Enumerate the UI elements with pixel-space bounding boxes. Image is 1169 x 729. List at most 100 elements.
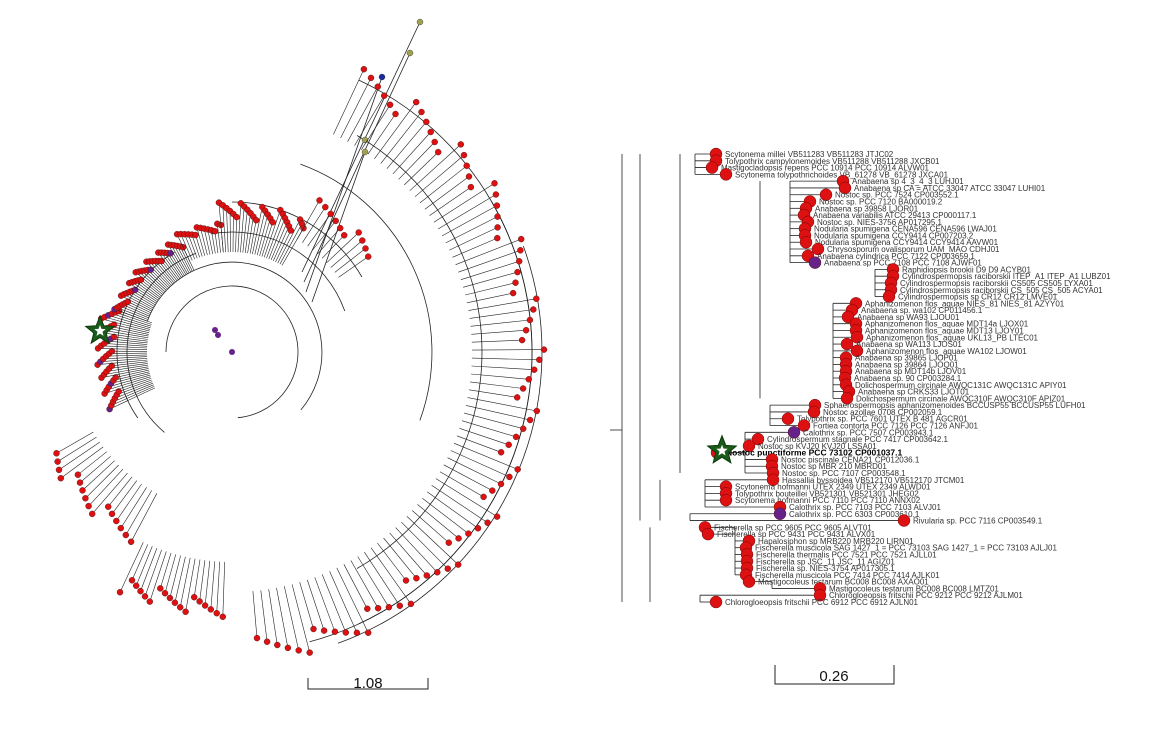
tip-marker: [514, 466, 521, 473]
tip-branch: [210, 561, 216, 610]
taxon-label: Cylindrospermopsis raciborskii ITEP_A1 I…: [902, 272, 1111, 281]
tip-branch: [113, 336, 148, 342]
tip-branch: [465, 405, 531, 421]
tip-marker: [331, 628, 339, 635]
taxon-label: Anabaena sp PCC 7108 PCC 7108 AJWF01: [824, 259, 982, 268]
tip-marker: [378, 73, 386, 81]
tip-branch: [276, 587, 289, 648]
tip-branch: [330, 240, 363, 268]
long-branch: [303, 52, 411, 283]
tip-branch: [138, 271, 164, 294]
tip-marker: [213, 610, 220, 617]
taxon-label: Nostoc sp. PCC 7524 CP003552.1: [835, 191, 959, 200]
tip-branch: [103, 356, 148, 360]
tip-branch: [261, 222, 273, 257]
tip-branch: [107, 340, 148, 345]
internal-branch: [356, 135, 483, 569]
tip-marker: [525, 376, 532, 383]
tip-marker: [310, 625, 317, 633]
taxon-label: Aphanizomenon flos_aquae UKL13_PB LTEC01: [866, 333, 1039, 342]
taxon-label: Nostoc azollae 0708 CP002059.1: [823, 408, 943, 417]
taxon-label: Nostoc sp. NIES-3756 AP017295.1: [817, 218, 943, 227]
tip-branch: [463, 271, 518, 288]
taxon-label: Sphaerospermopsis aphanizomenoides BCCUS…: [824, 401, 1086, 410]
tip-marker: [505, 441, 512, 448]
tip-marker: [108, 362, 116, 369]
tip-marker: [104, 503, 112, 510]
taxon-label: Fortiea contorta PCC 7126 PCC 7126 ANFJ0…: [813, 422, 979, 431]
tip-branch: [184, 234, 195, 260]
tip-marker: [480, 493, 487, 501]
internal-branch: [309, 79, 533, 643]
tip-marker: [53, 450, 60, 457]
tip-branch: [370, 547, 412, 605]
tip-branch: [455, 238, 522, 265]
tip-branch: [256, 214, 269, 256]
tip-branch: [249, 220, 257, 254]
tip-marker: [465, 173, 473, 180]
tip-branch: [229, 210, 231, 253]
tip-marker: [182, 608, 189, 615]
tip-branch: [129, 291, 155, 307]
tip-marker: [484, 519, 491, 526]
tip-branch: [158, 260, 176, 283]
tip-branch: [386, 121, 427, 169]
tip-branch: [101, 368, 149, 378]
tip-marker: [531, 366, 538, 373]
tip-branch: [443, 464, 493, 491]
tip-branch: [144, 549, 162, 597]
tip-branch: [217, 223, 221, 253]
tip-branch: [439, 471, 484, 498]
tip-branch: [109, 363, 148, 369]
tip-marker: [526, 416, 534, 424]
tip-marker: [840, 392, 854, 405]
tip-branch: [161, 260, 178, 281]
tip-marker: [374, 83, 381, 90]
tip-marker: [110, 333, 118, 341]
tip-branch: [82, 460, 115, 491]
taxon-label: Tolypothrix campylonemoides VB511288 VB5…: [725, 157, 940, 166]
taxon-label: Nodularia spumigena CCY9414 CCY9414 AAVW…: [815, 238, 999, 247]
tip-marker: [128, 577, 136, 584]
tip-marker: [113, 517, 120, 525]
tip-branch: [191, 234, 200, 258]
tip-branch: [404, 151, 439, 186]
tip-branch: [357, 556, 390, 608]
tip-branch: [173, 245, 190, 274]
tip-branch: [147, 269, 168, 290]
tip-marker: [497, 449, 505, 456]
tip-branch: [211, 230, 216, 254]
tip-marker: [799, 236, 813, 249]
tip-branch: [103, 366, 149, 375]
left-scale-label: 1.08: [353, 675, 382, 692]
tip-branch: [340, 77, 372, 139]
tip-branch: [453, 442, 518, 470]
tip-branch: [252, 207, 263, 255]
tip-branch: [218, 202, 224, 253]
tip-branch: [170, 253, 185, 276]
tip-marker: [781, 412, 795, 425]
tip-branch: [259, 218, 271, 256]
tip-branch: [132, 281, 159, 301]
tip-marker: [320, 627, 328, 634]
tip-branch: [104, 343, 148, 347]
taxon-label: Cylindrospermopsis raciborskii CS_505 CS…: [900, 286, 1103, 295]
tip-branch: [115, 312, 152, 325]
tip-branch: [456, 435, 502, 453]
tip-marker: [493, 513, 501, 520]
taxon-label: Chrysosporum ovalisporum UAM_MAO CDHJ01: [827, 245, 1000, 254]
tip-branch: [56, 431, 94, 454]
tip-marker: [364, 605, 371, 612]
tip-marker: [460, 151, 468, 159]
tip-branch: [135, 272, 163, 295]
long-branch: [305, 76, 383, 293]
tip-branch: [263, 209, 281, 258]
tip-branch: [164, 252, 182, 278]
tip-branch: [296, 200, 320, 240]
tip-branch: [268, 589, 278, 646]
tip-branch: [77, 451, 107, 475]
internal-branch: [300, 163, 433, 421]
tip-branch: [252, 591, 258, 639]
tip-branch: [111, 361, 148, 367]
